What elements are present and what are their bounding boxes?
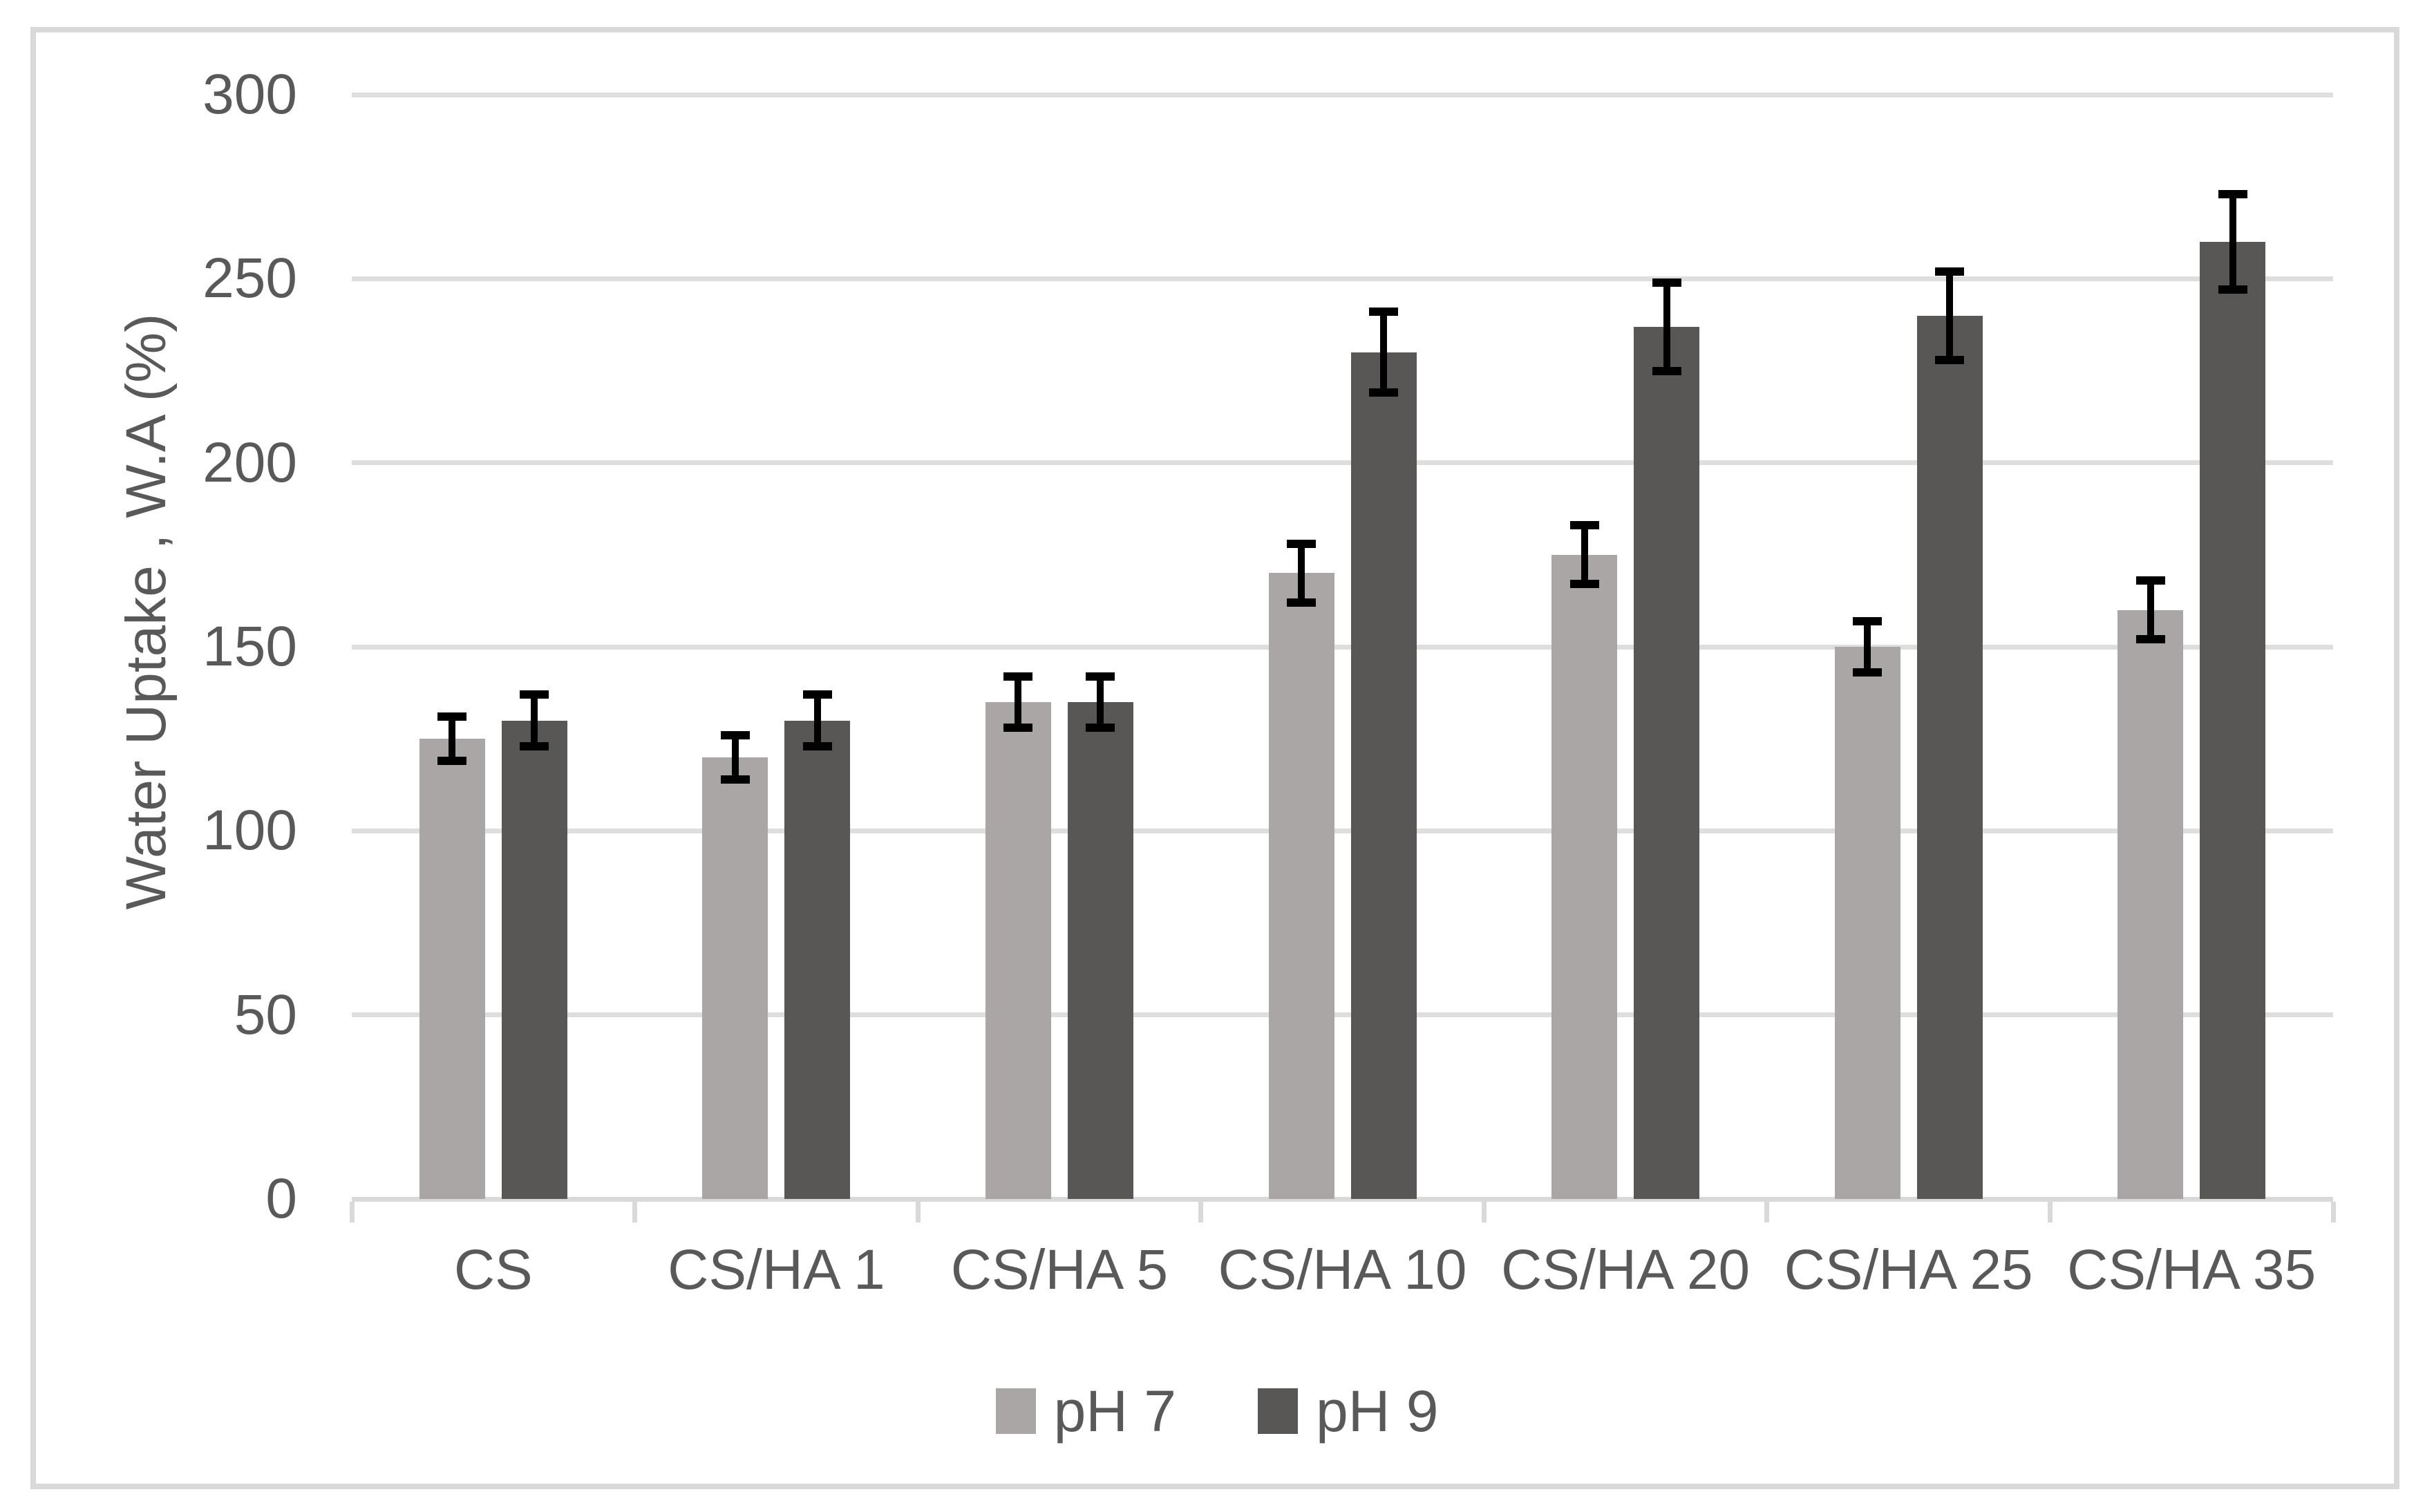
bar <box>1834 647 1900 1199</box>
gridline <box>352 460 2333 466</box>
x-category-label: CS/HA 5 <box>950 1238 1169 1301</box>
error-bar-cap <box>802 690 832 699</box>
error-bar-cap <box>1086 724 1115 733</box>
error-bar-cap <box>2135 635 2165 644</box>
bar <box>1268 573 1334 1199</box>
y-tick-label: 50 <box>234 983 297 1046</box>
x-category-label: CS/HA 10 <box>1218 1238 1467 1301</box>
bar <box>1551 554 1618 1199</box>
error-bar <box>1946 271 1954 360</box>
bar <box>1634 326 1700 1199</box>
y-tick-label: 150 <box>202 615 297 678</box>
error-bar <box>1097 676 1104 728</box>
gridline <box>352 276 2333 281</box>
bar <box>2200 242 2266 1199</box>
y-tick-label: 250 <box>202 247 297 310</box>
error-bar-cap <box>1935 355 1965 364</box>
y-tick-label: 300 <box>202 63 297 126</box>
x-category-label: CS/HA 35 <box>2067 1238 2317 1301</box>
error-bar-cap <box>1287 598 1316 607</box>
error-bar-cap <box>1569 521 1599 530</box>
error-bar <box>1663 282 1670 371</box>
bar <box>2117 609 2184 1199</box>
x-axis-tick <box>1481 1201 1487 1222</box>
legend: pH 7 pH 9 <box>0 1382 2434 1440</box>
legend-label: pH 9 <box>1316 1379 1439 1444</box>
error-bar-cap <box>1853 616 1883 625</box>
error-bar-cap <box>2135 576 2165 585</box>
x-axis-tick <box>349 1201 355 1222</box>
legend-item: pH 7 <box>995 1379 1176 1444</box>
error-bar-cap <box>1369 308 1398 316</box>
error-bar-cap <box>437 712 467 721</box>
x-axis-tick <box>1198 1201 1204 1222</box>
error-bar <box>1864 621 1871 673</box>
x-category-label: CS <box>453 1238 533 1301</box>
error-bar-cap <box>520 690 549 699</box>
error-bar-cap <box>1652 278 1681 287</box>
bar <box>1350 352 1417 1199</box>
error-bar-cap <box>520 741 549 750</box>
gridline <box>352 828 2333 833</box>
bar <box>1916 315 1983 1199</box>
error-bar-cap <box>2218 285 2247 294</box>
error-bar-cap <box>1853 668 1883 677</box>
error-bar-cap <box>1935 267 1965 276</box>
error-bar <box>1298 543 1305 603</box>
error-bar <box>2147 580 2154 640</box>
y-tick-label: 200 <box>202 431 297 494</box>
gridline <box>352 92 2333 97</box>
x-axis-tick <box>1764 1201 1770 1222</box>
legend-item: pH 9 <box>1258 1382 1438 1440</box>
error-bar <box>2229 193 2236 290</box>
bar <box>702 757 768 1199</box>
x-axis-tick <box>2047 1201 2053 1222</box>
error-bar-cap <box>1003 672 1033 681</box>
error-bar <box>1581 525 1588 585</box>
x-axis-tick <box>915 1201 921 1222</box>
x-axis-tick <box>632 1201 638 1222</box>
error-bar-cap <box>1652 366 1681 375</box>
gridline <box>352 644 2333 650</box>
bar <box>985 701 1051 1199</box>
error-bar-cap <box>1569 580 1599 589</box>
error-bar <box>813 694 821 746</box>
error-bar <box>731 735 739 779</box>
error-bar-cap <box>1369 388 1398 397</box>
legend-swatch <box>1258 1388 1298 1434</box>
legend-swatch <box>995 1388 1036 1434</box>
x-axis-tick <box>2330 1201 2336 1222</box>
error-bar-cap <box>2218 189 2247 198</box>
error-bar-cap <box>802 741 832 750</box>
error-bar-cap <box>1086 672 1115 681</box>
error-bar-cap <box>720 775 750 784</box>
x-category-label: CS/HA 25 <box>1784 1238 2033 1301</box>
error-bar <box>1380 312 1387 393</box>
x-category-label: CS/HA 20 <box>1501 1238 1751 1301</box>
error-bar <box>1015 676 1022 728</box>
y-tick-label: 0 <box>265 1167 297 1230</box>
bar <box>784 720 851 1199</box>
y-tick-label: 100 <box>202 799 297 862</box>
error-bar-cap <box>437 757 467 766</box>
error-bar-cap <box>1287 539 1316 548</box>
error-bar-cap <box>720 730 750 739</box>
x-category-label: CS/HA 1 <box>668 1238 885 1301</box>
legend-label: pH 7 <box>1053 1379 1176 1444</box>
gridline <box>352 1012 2333 1018</box>
bar <box>501 720 567 1199</box>
x-axis-line <box>352 1196 2333 1202</box>
error-bar <box>449 717 456 762</box>
bar <box>1067 701 1133 1199</box>
bar <box>419 739 485 1199</box>
error-bar-cap <box>1003 724 1033 733</box>
error-bar <box>531 694 538 746</box>
